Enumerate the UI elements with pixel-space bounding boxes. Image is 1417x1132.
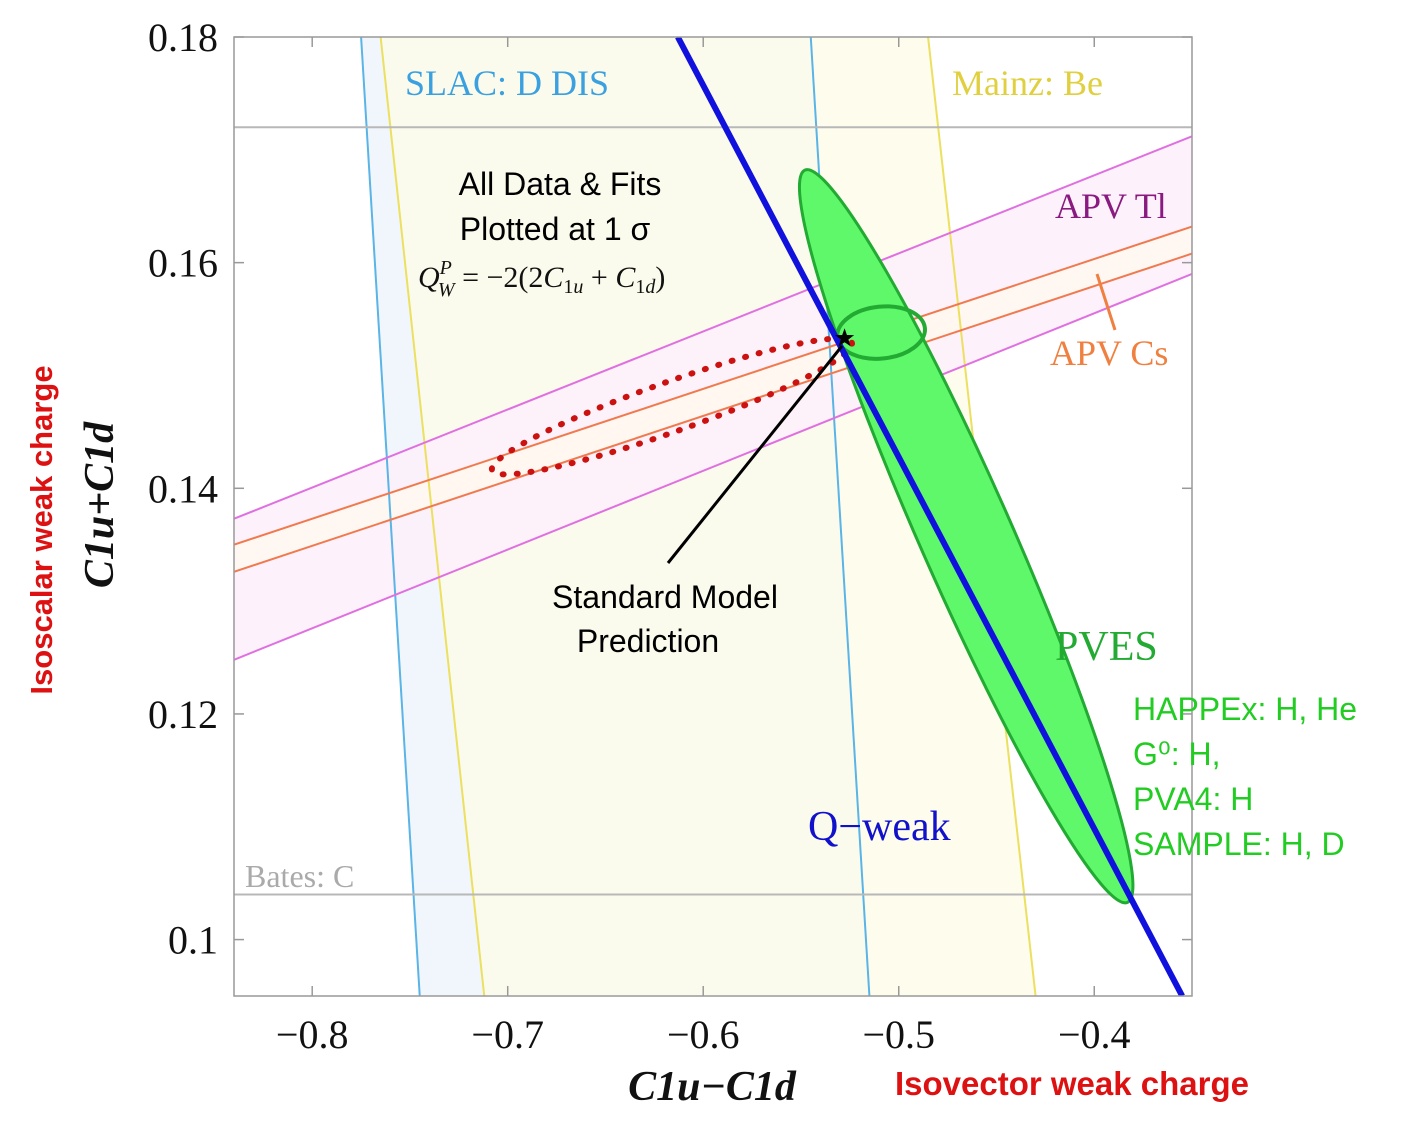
x-tick-label: −0.7 — [471, 1012, 544, 1057]
band-edge-apv-tl-1 — [234, 135, 1192, 520]
y-tick-label: 0.14 — [148, 466, 218, 511]
plot-frame — [233, 36, 1193, 997]
pves-experiment-2: G⁰: H, — [1133, 736, 1221, 772]
band-edge-apv-cs-1 — [234, 225, 1192, 546]
y-tick-label: 0.18 — [148, 15, 218, 60]
pves-label: PVES — [1055, 624, 1158, 670]
y-axis-caption: Isoscalar weak charge — [24, 365, 59, 694]
apv-cs-label: APV Cs — [1050, 333, 1168, 373]
pves-experiment-3: PVA4: H — [1133, 781, 1253, 817]
x-axis-label: C1u−C1d — [628, 1064, 797, 1110]
band-edge-apv-tl-2 — [234, 273, 1192, 661]
x-tick-label: −0.5 — [862, 1012, 935, 1057]
pves-experiment-4: SAMPLE: H, D — [1133, 826, 1345, 862]
qweak-label: Q−weak — [808, 804, 951, 850]
slac-label: SLAC: D DIS — [405, 63, 609, 103]
sm-note-line1: Standard Model — [552, 579, 778, 615]
bates-label: Bates: C — [245, 858, 354, 894]
x-tick-label: −0.4 — [1058, 1012, 1131, 1057]
pves-experiment-1: HAPPEx: H, He — [1133, 691, 1357, 727]
band-edge-slac-d-dis-1 — [360, 37, 421, 996]
band-edge-apv-cs-2 — [234, 252, 1192, 573]
qweak-line — [675, 37, 1185, 996]
pves-ellipse — [797, 168, 1135, 905]
all-data-note-line1: All Data & Fits — [459, 166, 662, 202]
band-edge-mainz-be-1 — [379, 37, 486, 996]
sm-pointer-arrow — [666, 345, 844, 564]
y-axis-label: C1u+C1d — [77, 421, 123, 588]
all-data-fit-ellipse — [488, 335, 856, 478]
all-data-note-line2: Plotted at 1 σ — [460, 211, 651, 247]
sm-note-line2: Prediction — [577, 623, 719, 659]
apv-cs-pointer — [1095, 273, 1117, 331]
weak-charge-formula: QP W = −2(2C1u + C1d) — [418, 257, 665, 301]
standard-model-star — [835, 328, 855, 347]
apv-tl-label: APV Tl — [1055, 186, 1167, 226]
band-fill-apv-cs — [234, 226, 1192, 572]
x-tick-label: −0.8 — [276, 1012, 349, 1057]
y-tick-label: 0.16 — [148, 241, 218, 286]
y-tick-label: 0.1 — [168, 918, 218, 963]
x-axis-caption: Isovector weak charge — [895, 1065, 1249, 1102]
mainz-label: Mainz: Be — [952, 63, 1103, 103]
y-tick-label: 0.12 — [148, 692, 218, 737]
x-tick-label: −0.6 — [667, 1012, 740, 1057]
